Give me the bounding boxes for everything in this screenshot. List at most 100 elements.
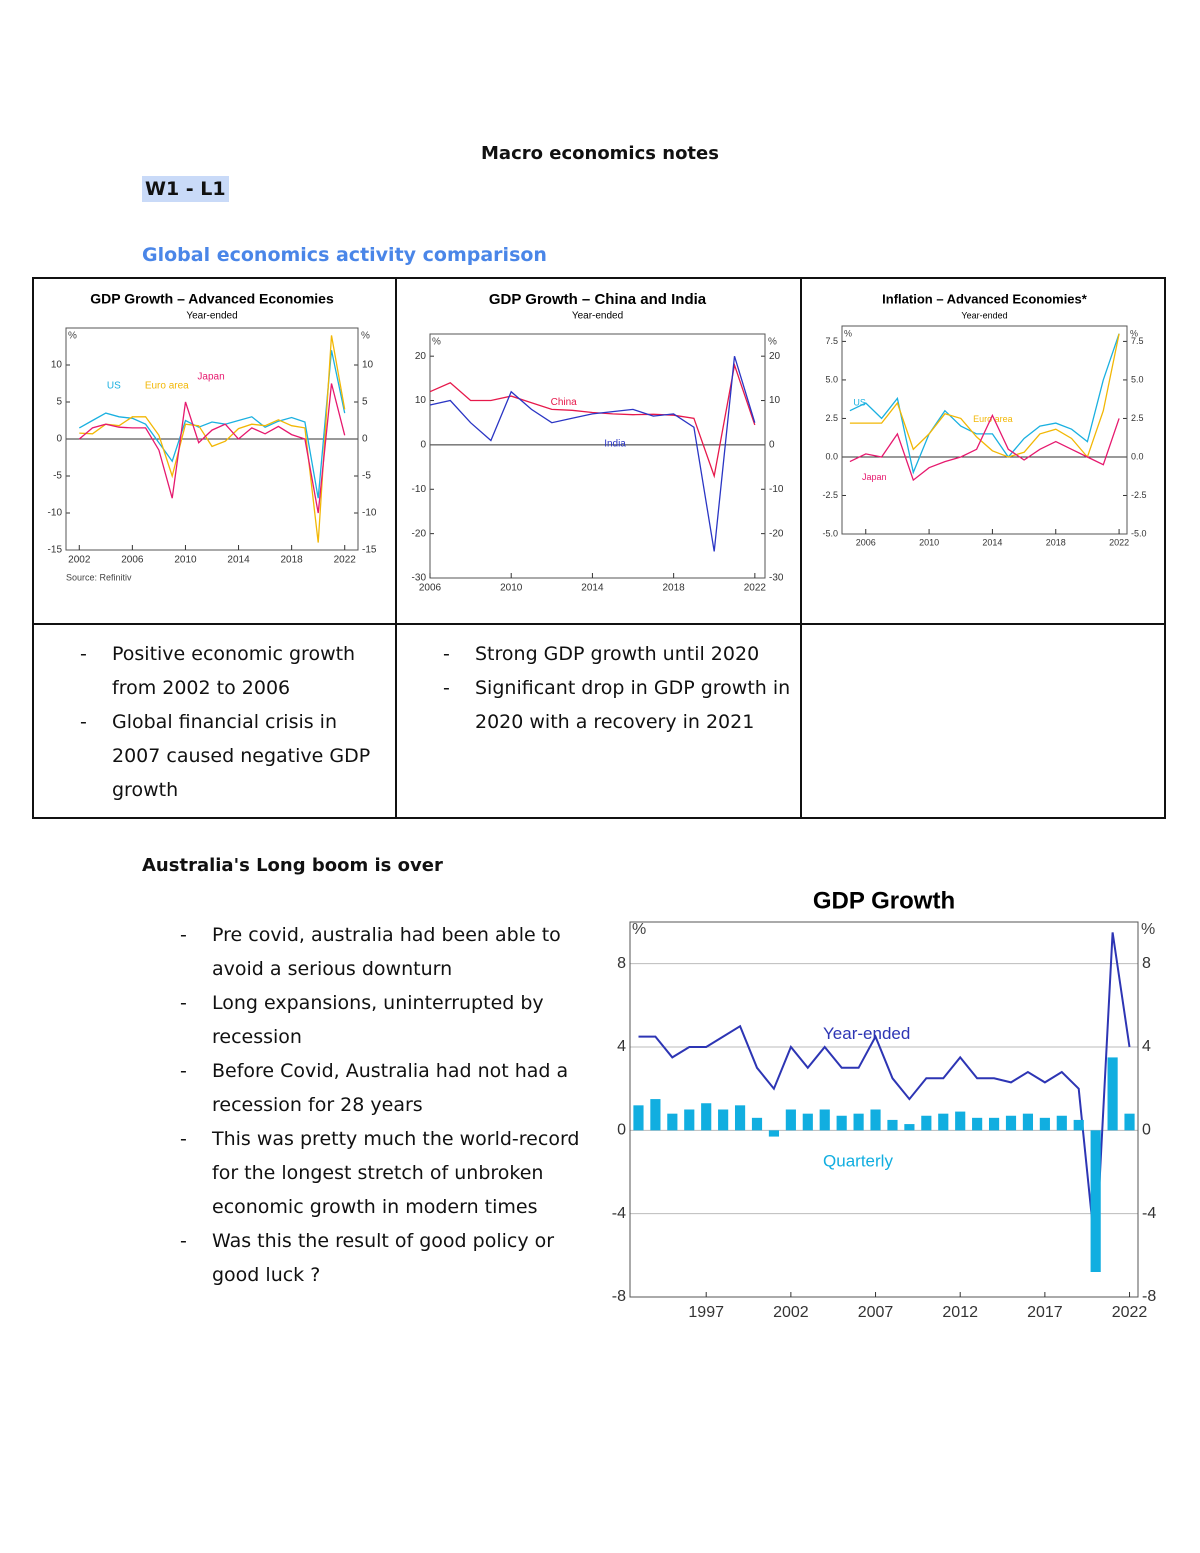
y-tick-label: 2.5	[1131, 413, 1144, 423]
series-label: China	[551, 397, 578, 408]
y-tick-label: -4	[1142, 1205, 1156, 1222]
x-tick-label: 2022	[1112, 1304, 1148, 1321]
y-tick-label: -15	[48, 545, 63, 556]
y-tick-label: -10	[362, 508, 377, 519]
y-tick-label: -5	[53, 471, 62, 482]
bar	[1005, 1115, 1017, 1131]
bullet-list: Pre covid, australia had been able to av…	[170, 918, 580, 1292]
series-label: Year-ended	[823, 1024, 910, 1043]
chart-title: GDP Growth	[813, 887, 955, 914]
bullet: Long expansions, uninterrupted by recess…	[170, 986, 580, 1054]
series-label: US	[107, 380, 121, 391]
y-tick-label: 5.0	[825, 374, 838, 384]
x-tick-label: 2017	[1027, 1304, 1063, 1321]
bar	[667, 1113, 678, 1131]
notes	[802, 625, 1164, 637]
bar	[718, 1109, 729, 1131]
y-tick-label: 0.0	[825, 451, 838, 461]
y-unit: %	[768, 337, 777, 348]
y-tick-label: 0	[362, 434, 368, 445]
bullet: Positive economic growth from 2002 to 20…	[70, 637, 389, 705]
x-tick-label: 2006	[419, 583, 442, 594]
bar	[1124, 1113, 1135, 1131]
y-tick-label: 0	[769, 440, 775, 451]
plot-frame	[629, 921, 1139, 1298]
y-tick-label: -30	[412, 573, 427, 584]
x-tick-label: 2006	[856, 537, 876, 547]
bar	[785, 1109, 796, 1131]
x-tick-label: 2014	[227, 555, 250, 566]
y-tick-label: 0	[1142, 1122, 1151, 1139]
y-tick-label: 5	[362, 397, 368, 408]
chart: GDP Growth – China and India Year-ended%%…	[400, 282, 795, 602]
series-line	[78, 383, 346, 514]
bar	[972, 1117, 983, 1131]
series-line	[429, 362, 756, 479]
chart-subtitle: Year-ended	[961, 310, 1007, 320]
y-tick-label: -10	[48, 508, 63, 519]
bullet: Strong GDP growth until 2020	[433, 637, 794, 671]
y-tick-label: -8	[612, 1288, 626, 1305]
bar	[938, 1113, 949, 1131]
y-tick-label: 5.0	[1131, 374, 1144, 384]
bullet: Significant drop in GDP growth in 2020 w…	[433, 671, 794, 739]
y-tick-label: -2.5	[1131, 490, 1147, 500]
y-tick-label: -20	[769, 528, 784, 539]
bar	[701, 1103, 712, 1131]
y-tick-label: 0	[420, 440, 426, 451]
plot-frame	[65, 327, 359, 551]
x-tick-label: 2022	[744, 583, 767, 594]
lecture-label: W1 - L1	[142, 176, 229, 202]
bar	[1022, 1113, 1034, 1131]
y-tick-label: 10	[769, 395, 781, 406]
bar	[751, 1117, 763, 1131]
chart: GDP Growth – Advanced Economies Year-ende…	[36, 282, 391, 592]
y-tick-label: 5	[56, 397, 62, 408]
x-tick-label: 2007	[858, 1304, 894, 1321]
x-tick-label: 2018	[1046, 537, 1066, 547]
bar	[633, 1105, 644, 1131]
bar	[684, 1109, 695, 1131]
y-tick-label: 20	[415, 351, 427, 362]
series-label: Japan	[197, 371, 224, 382]
bullet: This was pretty much the world-record fo…	[170, 1122, 580, 1224]
section-heading: Global economics activity comparison	[142, 244, 547, 266]
series-label: Euro area	[973, 414, 1013, 424]
x-tick-label: 2022	[334, 555, 357, 566]
bullet: Global financial crisis in 2007 caused n…	[70, 705, 389, 807]
bar	[1056, 1115, 1067, 1131]
y-tick-label: -10	[412, 484, 427, 495]
chart-title: Inflation – Advanced Economies*	[882, 291, 1088, 306]
x-tick-label: 2018	[281, 555, 304, 566]
bar	[887, 1119, 898, 1131]
y-tick-label: 2.5	[825, 413, 838, 423]
y-tick-label: -30	[769, 573, 784, 584]
series-label: Quarterly	[823, 1151, 893, 1170]
bar	[1039, 1117, 1050, 1131]
bar	[921, 1115, 932, 1131]
chart-title: GDP Growth – China and India	[489, 291, 707, 308]
plot-frame	[429, 333, 766, 579]
y-tick-label: 20	[769, 351, 781, 362]
y-unit: %	[361, 331, 370, 342]
y-tick-label: -5	[362, 471, 371, 482]
y-tick-label: 10	[51, 360, 63, 371]
series-line	[849, 413, 1120, 482]
bar	[802, 1113, 813, 1131]
chart-title: GDP Growth – Advanced Economies	[90, 291, 334, 307]
y-tick-label: -5.0	[822, 528, 838, 538]
x-tick-label: 2018	[663, 583, 686, 594]
chart: Inflation – Advanced Economies* Year-ende…	[805, 282, 1160, 562]
y-unit: %	[1141, 921, 1155, 938]
y-tick-label: -15	[362, 545, 377, 556]
y-tick-label: -10	[769, 484, 784, 495]
y-tick-label: 10	[362, 360, 374, 371]
bar	[1107, 1057, 1118, 1131]
y-tick-label: -5.0	[1131, 528, 1147, 538]
y-unit: %	[432, 337, 441, 348]
y-unit: %	[844, 328, 852, 338]
y-tick-label: -2.5	[822, 490, 838, 500]
plot-frame	[841, 325, 1128, 535]
bar	[650, 1099, 661, 1131]
